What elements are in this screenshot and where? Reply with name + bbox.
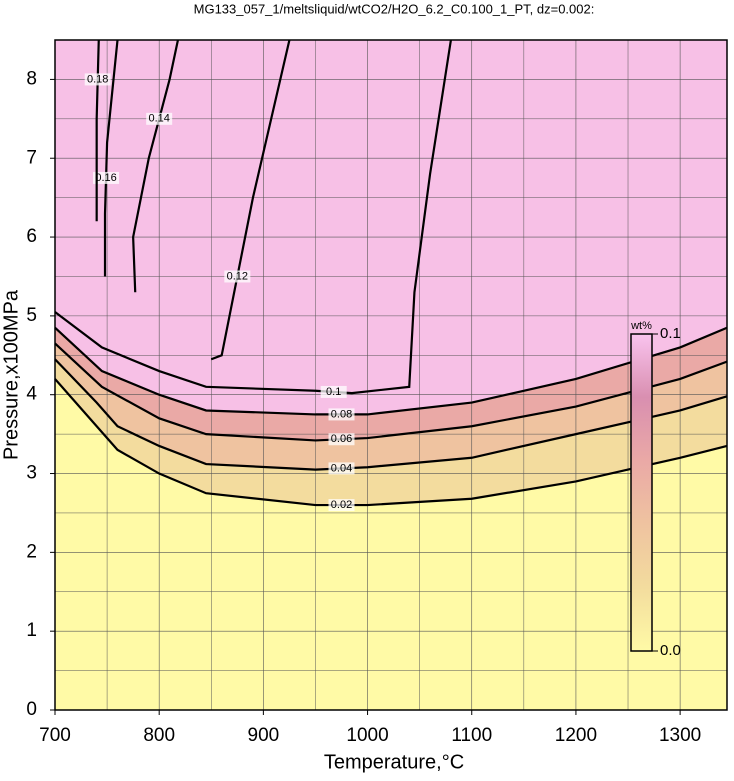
y-tick-label: 2 bbox=[26, 541, 37, 562]
contour-label: 0.16 bbox=[95, 172, 116, 184]
y-tick-label: 0 bbox=[26, 699, 37, 720]
plot-frame bbox=[54, 39, 728, 711]
contour-label: 0.14 bbox=[148, 113, 169, 125]
contour-label: 0.12 bbox=[227, 270, 248, 282]
contour-label-bg bbox=[146, 112, 173, 125]
colorbar-label: wt% bbox=[630, 320, 652, 332]
y-tick-label: 5 bbox=[26, 305, 37, 326]
contour-line bbox=[54, 358, 728, 471]
colorbar-tick-label: 0.1 bbox=[660, 325, 681, 342]
colorbar-tick-label: 0.0 bbox=[660, 642, 681, 659]
contour-label: 0.04 bbox=[331, 462, 352, 474]
contour-label: 0.08 bbox=[331, 408, 352, 420]
contour-label-bg bbox=[224, 270, 251, 283]
x-axis-label: Temperature,°C bbox=[324, 751, 464, 773]
x-tick-label: 1000 bbox=[346, 725, 388, 746]
x-tick-label: 900 bbox=[248, 725, 280, 746]
contour-label: 0.18 bbox=[87, 73, 108, 85]
y-tick-label: 6 bbox=[26, 226, 37, 247]
x-tick-label: 700 bbox=[39, 725, 71, 746]
y-tick-label: 4 bbox=[26, 384, 37, 405]
contour-label: 0.02 bbox=[331, 499, 352, 511]
y-tick-label: 8 bbox=[26, 68, 37, 89]
colorbar bbox=[630, 333, 653, 652]
contour-label: 0.1 bbox=[326, 386, 341, 398]
contour-label: 0.06 bbox=[331, 433, 352, 445]
chart-title: MG133_057_1/meltsliquid/wtCO2/H2O_6.2_C0… bbox=[194, 1, 595, 16]
y-tick-label: 3 bbox=[26, 463, 37, 484]
contour-line bbox=[132, 39, 180, 293]
x-tick-label: 1300 bbox=[659, 725, 701, 746]
contour-label-bg bbox=[328, 408, 355, 421]
x-tick-label: 800 bbox=[143, 725, 175, 746]
contour-label-bg bbox=[328, 433, 355, 446]
contour-label-bg bbox=[84, 73, 111, 86]
contour-band bbox=[55, 40, 727, 415]
x-tick-label: 1100 bbox=[451, 725, 492, 746]
y-tick-label: 7 bbox=[26, 147, 37, 168]
y-axis-label: Pressure,x100MPa bbox=[0, 289, 22, 460]
contour-label-bg bbox=[328, 462, 355, 475]
contour-label-bg bbox=[93, 171, 120, 184]
contour-label-bg bbox=[328, 499, 355, 512]
x-tick-label: 1200 bbox=[555, 725, 597, 746]
contour-line bbox=[95, 39, 100, 222]
y-tick-label: 1 bbox=[26, 620, 37, 641]
contour-line bbox=[54, 378, 728, 507]
contour-label-bg bbox=[320, 385, 347, 398]
